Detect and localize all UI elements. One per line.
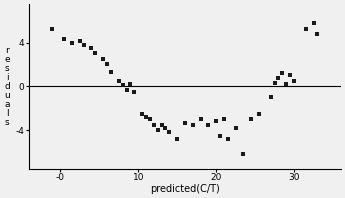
Point [287, 74, 293, 77]
Point [89, 46, 94, 50]
Point [151, 123, 157, 126]
Point [225, 137, 230, 141]
Point [198, 118, 203, 121]
Point [116, 79, 121, 83]
Point [143, 115, 149, 119]
Point [214, 120, 219, 123]
Point [147, 118, 153, 121]
Point [128, 83, 133, 86]
Point [50, 28, 55, 31]
Point [256, 112, 262, 115]
Point [69, 41, 75, 44]
Point [206, 123, 211, 126]
Point [167, 131, 172, 134]
Y-axis label: r
e
s
i
d
u
a
l
s: r e s i d u a l s [4, 46, 10, 127]
Point [77, 40, 82, 43]
Point [139, 112, 145, 115]
Point [284, 83, 289, 86]
Point [131, 90, 137, 93]
Point [163, 127, 168, 130]
Point [276, 76, 281, 79]
Point [124, 88, 129, 91]
Point [92, 52, 98, 55]
X-axis label: predicted(C/T): predicted(C/T) [150, 184, 220, 194]
Point [311, 21, 316, 24]
Point [280, 72, 285, 75]
Point [155, 129, 160, 132]
Point [217, 134, 223, 137]
Point [315, 32, 320, 35]
Point [303, 28, 308, 31]
Point [108, 70, 114, 74]
Point [248, 118, 254, 121]
Point [221, 118, 227, 121]
Point [241, 153, 246, 156]
Point [291, 79, 297, 83]
Point [159, 123, 164, 126]
Point [268, 96, 274, 99]
Point [233, 127, 238, 130]
Point [81, 43, 86, 46]
Point [61, 38, 67, 41]
Point [272, 82, 277, 85]
Point [104, 63, 110, 66]
Point [190, 123, 196, 126]
Point [100, 57, 106, 61]
Point [182, 121, 188, 124]
Point [120, 84, 125, 87]
Point [175, 137, 180, 141]
